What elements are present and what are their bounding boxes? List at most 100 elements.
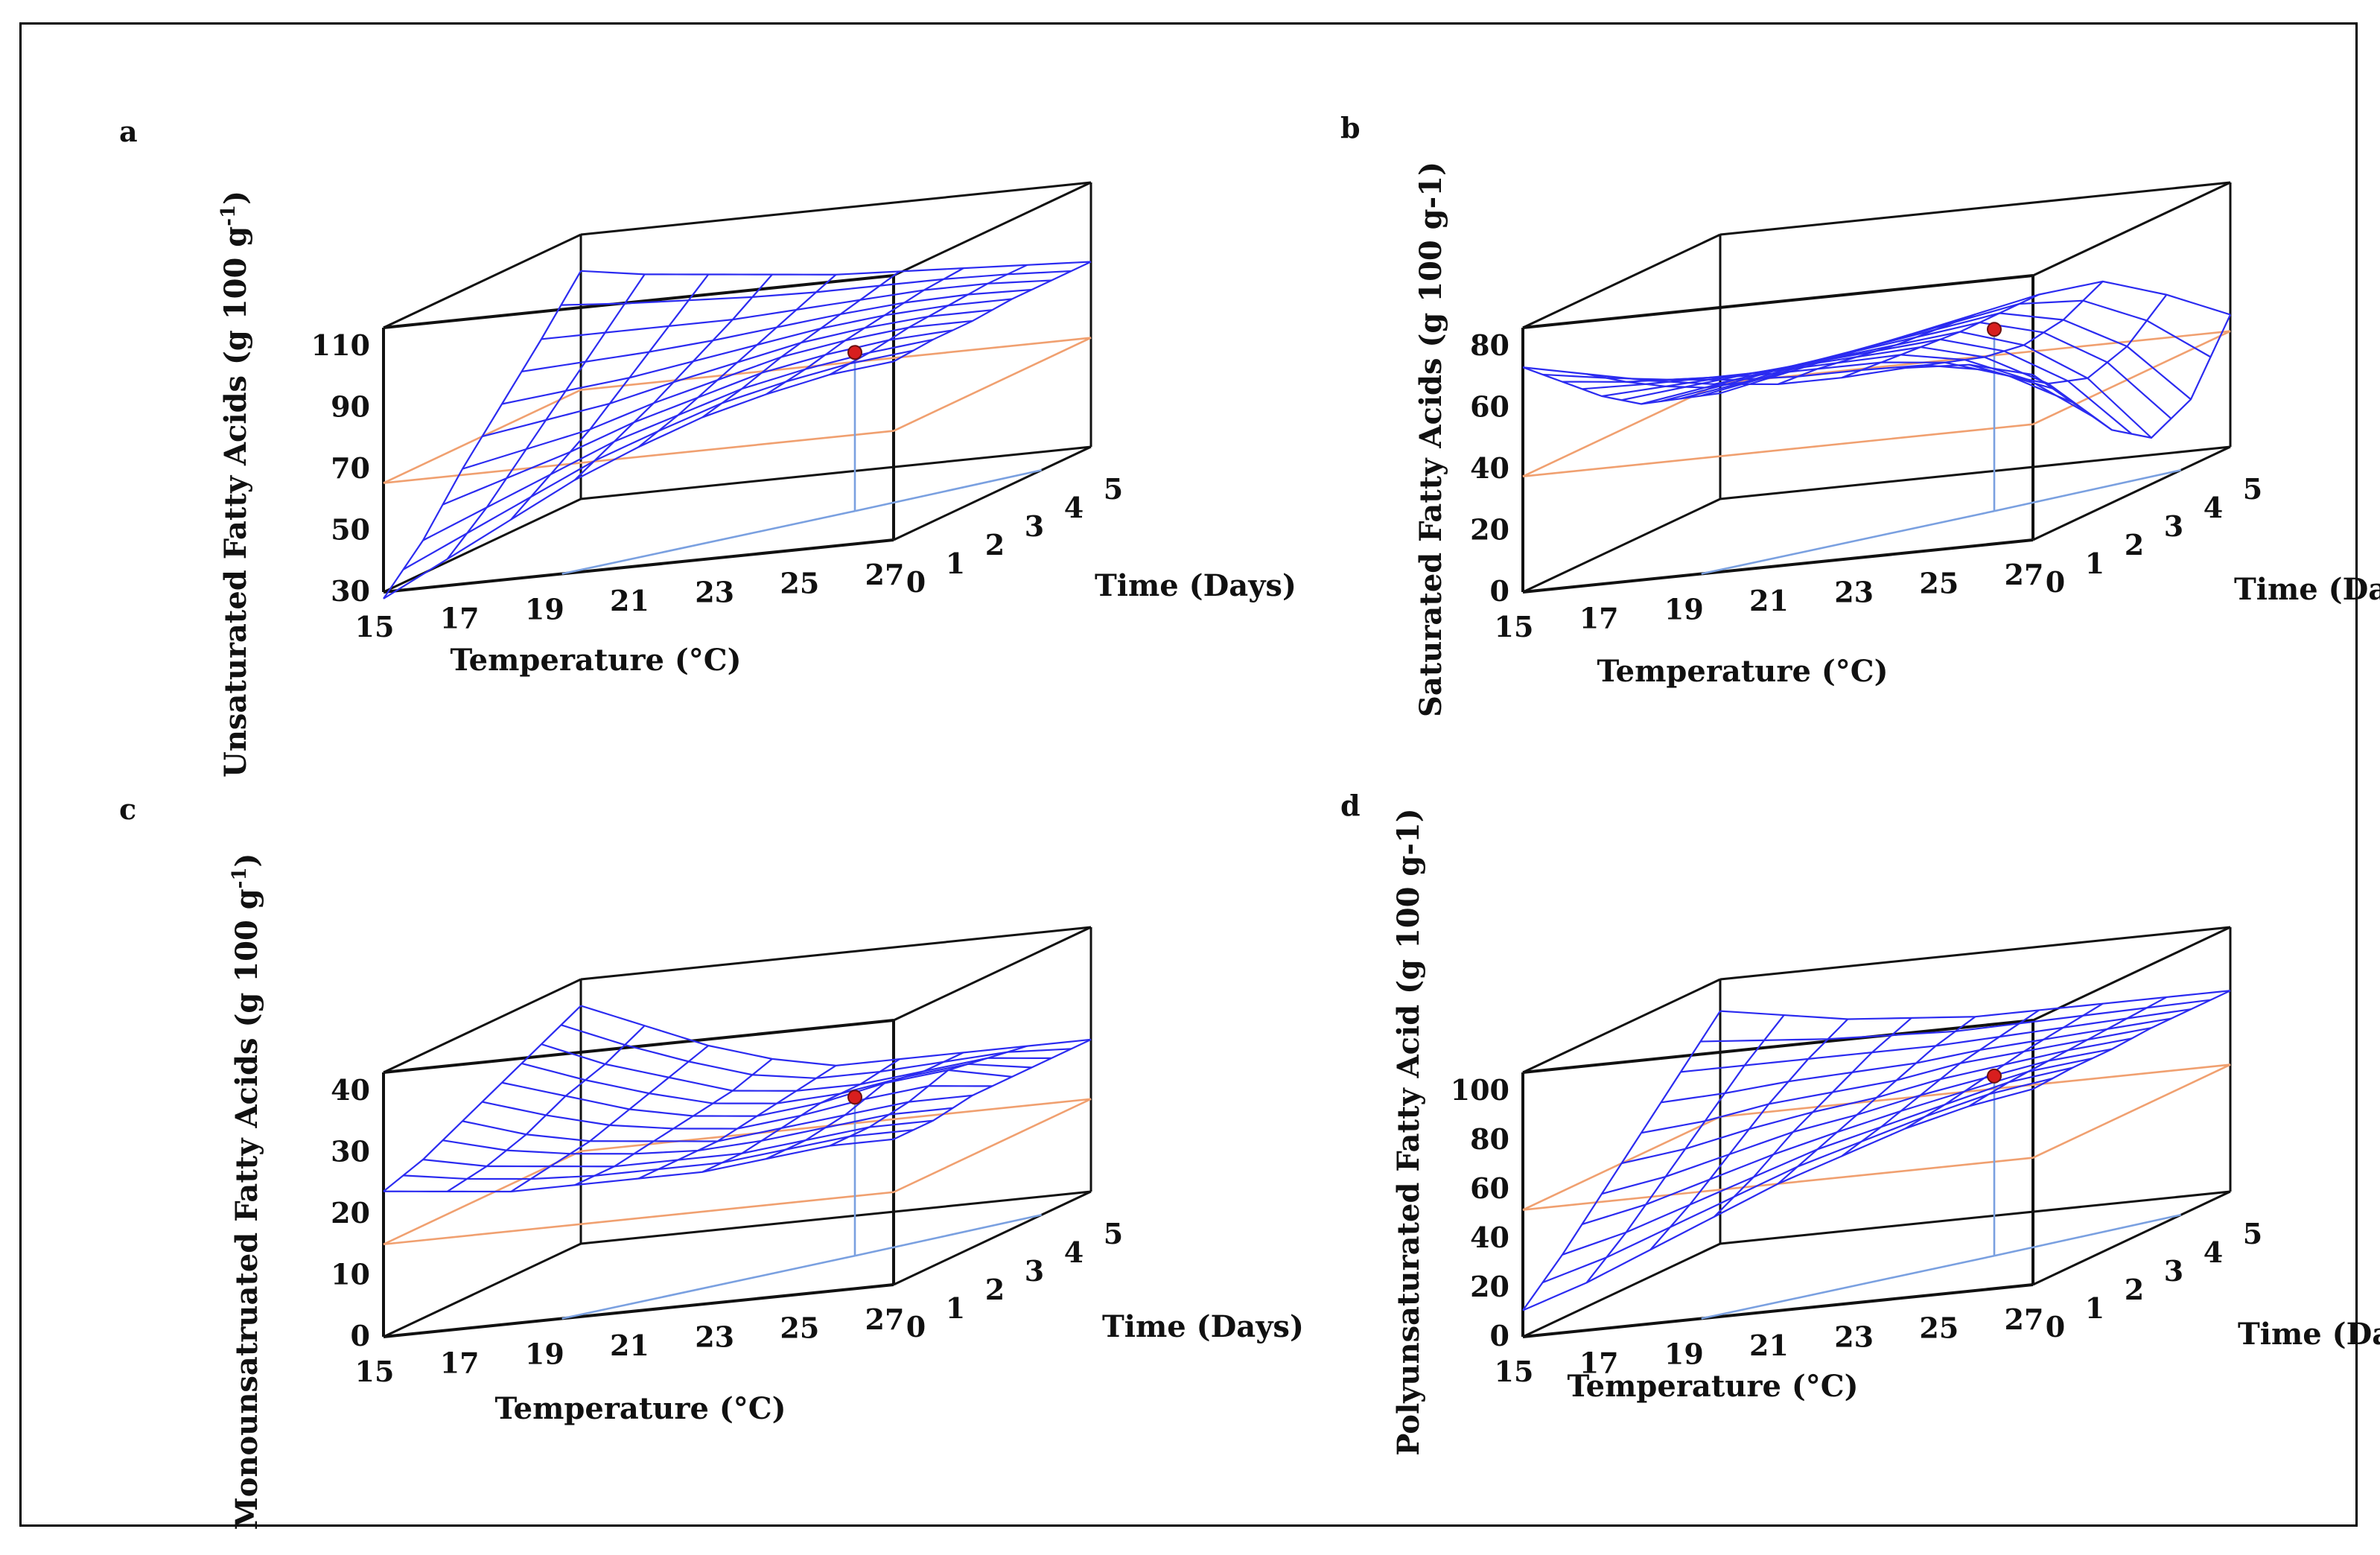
box-edge [1719, 926, 2231, 981]
x-tick-label: 15 [355, 610, 395, 643]
panel-letter: d [1340, 789, 1361, 822]
figure-frame [19, 22, 2358, 1527]
drop-line [1701, 509, 1995, 575]
z-tick-labels: 0 10 20 30 40 [331, 1073, 370, 1352]
x-tick-label: 23 [695, 575, 734, 608]
box-edge [383, 538, 894, 594]
x-tick-label: 15 [1495, 610, 1534, 643]
mesh-line [402, 349, 914, 570]
box-edge [383, 233, 582, 329]
z-tick-label: 0 [351, 1319, 370, 1352]
mesh-line [447, 1025, 646, 1192]
mesh-line [446, 273, 646, 560]
drop-line [1994, 1213, 2182, 1257]
y-tick-label: 4 [1064, 1236, 1084, 1269]
surface-mesh [1522, 990, 2231, 1311]
x-tick-label: 19 [525, 593, 564, 626]
box-edge [580, 1190, 1092, 1245]
box-edge [383, 978, 582, 1074]
mesh-line [1778, 313, 1976, 385]
z-axis-label: Monounsatruated Fatty Acids (g 100 g-1) [229, 853, 264, 1530]
mesh-line [442, 1107, 953, 1155]
x-tick-label: 23 [695, 1320, 734, 1353]
z-tick-label: 80 [1470, 328, 1509, 362]
drop-line [1994, 468, 2182, 512]
box-edge [580, 926, 1092, 981]
surface-mesh [1522, 280, 2231, 439]
x-tick-labels: 15 17 19 21 23 25 27 [355, 558, 905, 643]
mesh-line [1582, 1058, 2093, 1225]
z-tick-label: 0 [1490, 574, 1509, 608]
panel-letter: c [119, 792, 136, 826]
z-tick-label: 90 [331, 389, 370, 423]
optimum-projection [1701, 329, 2182, 575]
optimum-projection [561, 1097, 1043, 1320]
y-tick-label: 1 [2085, 547, 2104, 580]
x-axis-label: Temperature (°C) [450, 643, 741, 678]
z-tick-label: 100 [1451, 1073, 1509, 1107]
axis-box [382, 926, 1092, 1338]
mesh-line [701, 270, 900, 419]
box-edge [893, 1190, 1092, 1286]
z-tick-label: 30 [331, 574, 370, 608]
reference-plane [1522, 330, 2231, 477]
box-edge [383, 497, 582, 594]
optimum-point [1987, 322, 2002, 337]
y-tick-label: 0 [2046, 565, 2065, 599]
surface-mesh [383, 261, 1092, 600]
y-tick-label: 4 [1064, 491, 1084, 524]
box-edge [2032, 181, 2231, 277]
mesh-line [1841, 1009, 2040, 1157]
z-axis-label-main: Unsaturated Fatty Acids (g 100 g [218, 226, 253, 778]
drop-line [561, 509, 856, 575]
x-tick-label: 17 [440, 601, 480, 635]
mesh-line [1700, 999, 2211, 1043]
mesh-line [1714, 333, 1912, 385]
mesh-line [637, 273, 837, 448]
drop-line [854, 1213, 1043, 1257]
x-tick-labels: 15 17 19 21 23 25 27 [355, 1303, 905, 1388]
mesh-line [1700, 299, 2212, 397]
mesh-line [1968, 996, 2167, 1107]
y-tick-label: 3 [2164, 509, 2183, 543]
mesh-line [1714, 1017, 1912, 1218]
z-tick-label: 70 [331, 451, 370, 485]
mesh-line [1905, 281, 2104, 369]
x-tick-label: 27 [2005, 1303, 2044, 1336]
y-tick-label: 1 [946, 547, 965, 580]
z-axis-label-sup: -1 [229, 867, 251, 888]
y-tick-label: 5 [1104, 472, 1123, 506]
optimum-projection [1701, 1075, 2182, 1320]
mesh-line [1650, 352, 1848, 382]
mesh-line [1522, 366, 1721, 405]
x-tick-label: 25 [1919, 567, 1959, 600]
mesh-line [510, 1045, 709, 1192]
z-tick-label: 50 [331, 512, 370, 546]
x-tick-label: 19 [525, 1338, 564, 1371]
mesh-line [1585, 1014, 1785, 1284]
box-edge [1719, 445, 2231, 500]
box-edge [383, 1019, 894, 1074]
mesh-line [383, 270, 582, 600]
x-tick-label: 21 [610, 584, 649, 617]
x-axis-label: Temperature (°C) [494, 1391, 786, 1426]
mesh-line [383, 360, 894, 600]
z-tick-label: 60 [1470, 1171, 1509, 1205]
y-tick-label: 2 [2125, 1273, 2144, 1306]
mesh-line [501, 298, 1013, 405]
x-tick-label: 25 [1919, 1311, 1959, 1345]
mesh-line [580, 261, 1092, 276]
x-tick-label: 19 [1664, 1338, 1704, 1371]
z-tick-label: 30 [331, 1134, 370, 1168]
mesh-line [1777, 1016, 1976, 1185]
mesh-line [893, 261, 1092, 363]
z-tick-label: 20 [1470, 1270, 1509, 1303]
y-axis-label: Time (Days) [1095, 568, 1296, 603]
box-edge [580, 445, 1092, 500]
x-tick-label: 27 [865, 558, 905, 591]
y-axis-label: Time (Days) [2238, 1317, 2380, 1352]
